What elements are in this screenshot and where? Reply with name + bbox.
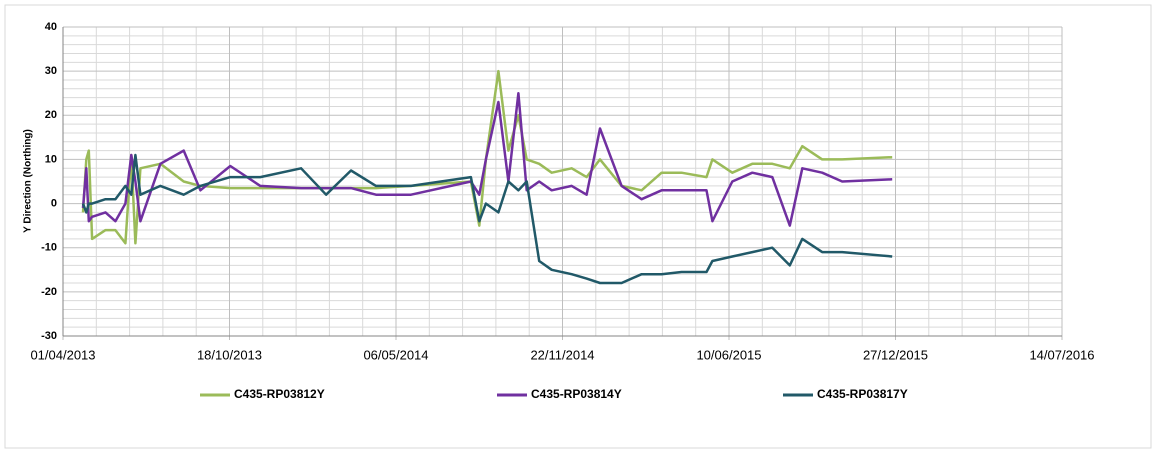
x-tick-label: 01/04/2013 xyxy=(30,347,95,362)
y-tick-label: 40 xyxy=(45,21,57,33)
y-axis-label: Y Direction (Northing) xyxy=(23,129,34,233)
legend-label: C435-RP03817Y xyxy=(817,387,908,401)
y-tick-label: 0 xyxy=(51,197,57,209)
x-tick-label: 27/12/2015 xyxy=(863,347,928,362)
x-tick-label: 18/10/2013 xyxy=(197,347,262,362)
y-tick-label: 10 xyxy=(45,153,57,165)
y-tick-label: -20 xyxy=(41,286,57,298)
legend-label: C435-RP03814Y xyxy=(531,387,622,401)
series-line xyxy=(81,69,893,245)
y-tick-label: -10 xyxy=(41,242,57,254)
y-tick-label: 30 xyxy=(45,65,57,77)
y-tick-label: 20 xyxy=(45,109,57,121)
x-tick-label: 10/06/2015 xyxy=(696,347,761,362)
x-tick-label: 14/07/2016 xyxy=(1029,347,1094,362)
y-tick-label: -30 xyxy=(41,330,57,342)
x-tick-label: 06/05/2014 xyxy=(363,347,428,362)
legend-label: C435-RP03812Y xyxy=(234,387,325,401)
x-tick-label: 22/11/2014 xyxy=(530,347,594,362)
series-line xyxy=(81,153,893,285)
